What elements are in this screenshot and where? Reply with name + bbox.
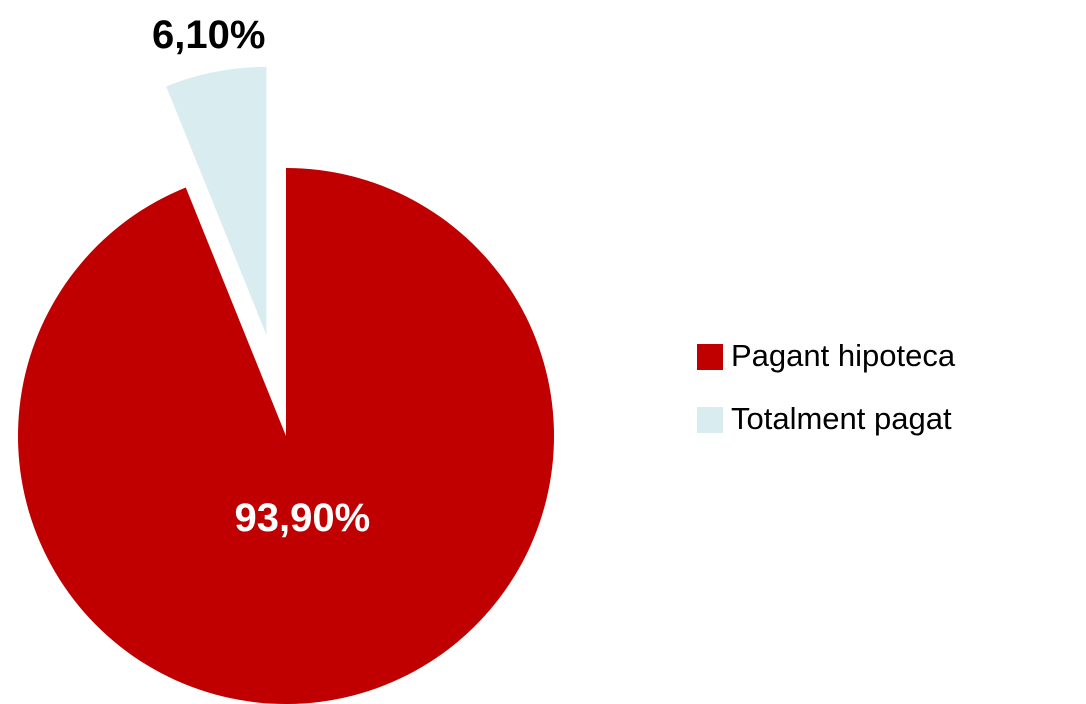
- legend-label: Totalment pagat: [731, 401, 952, 436]
- data-label: 6,10%: [152, 13, 265, 57]
- pie-slice: [166, 66, 267, 335]
- legend-swatch: [697, 407, 723, 433]
- data-label: 93,90%: [234, 496, 370, 540]
- pie-slice: [17, 168, 554, 704]
- legend-label: Pagant hipoteca: [731, 338, 956, 373]
- legend-swatch: [697, 344, 723, 370]
